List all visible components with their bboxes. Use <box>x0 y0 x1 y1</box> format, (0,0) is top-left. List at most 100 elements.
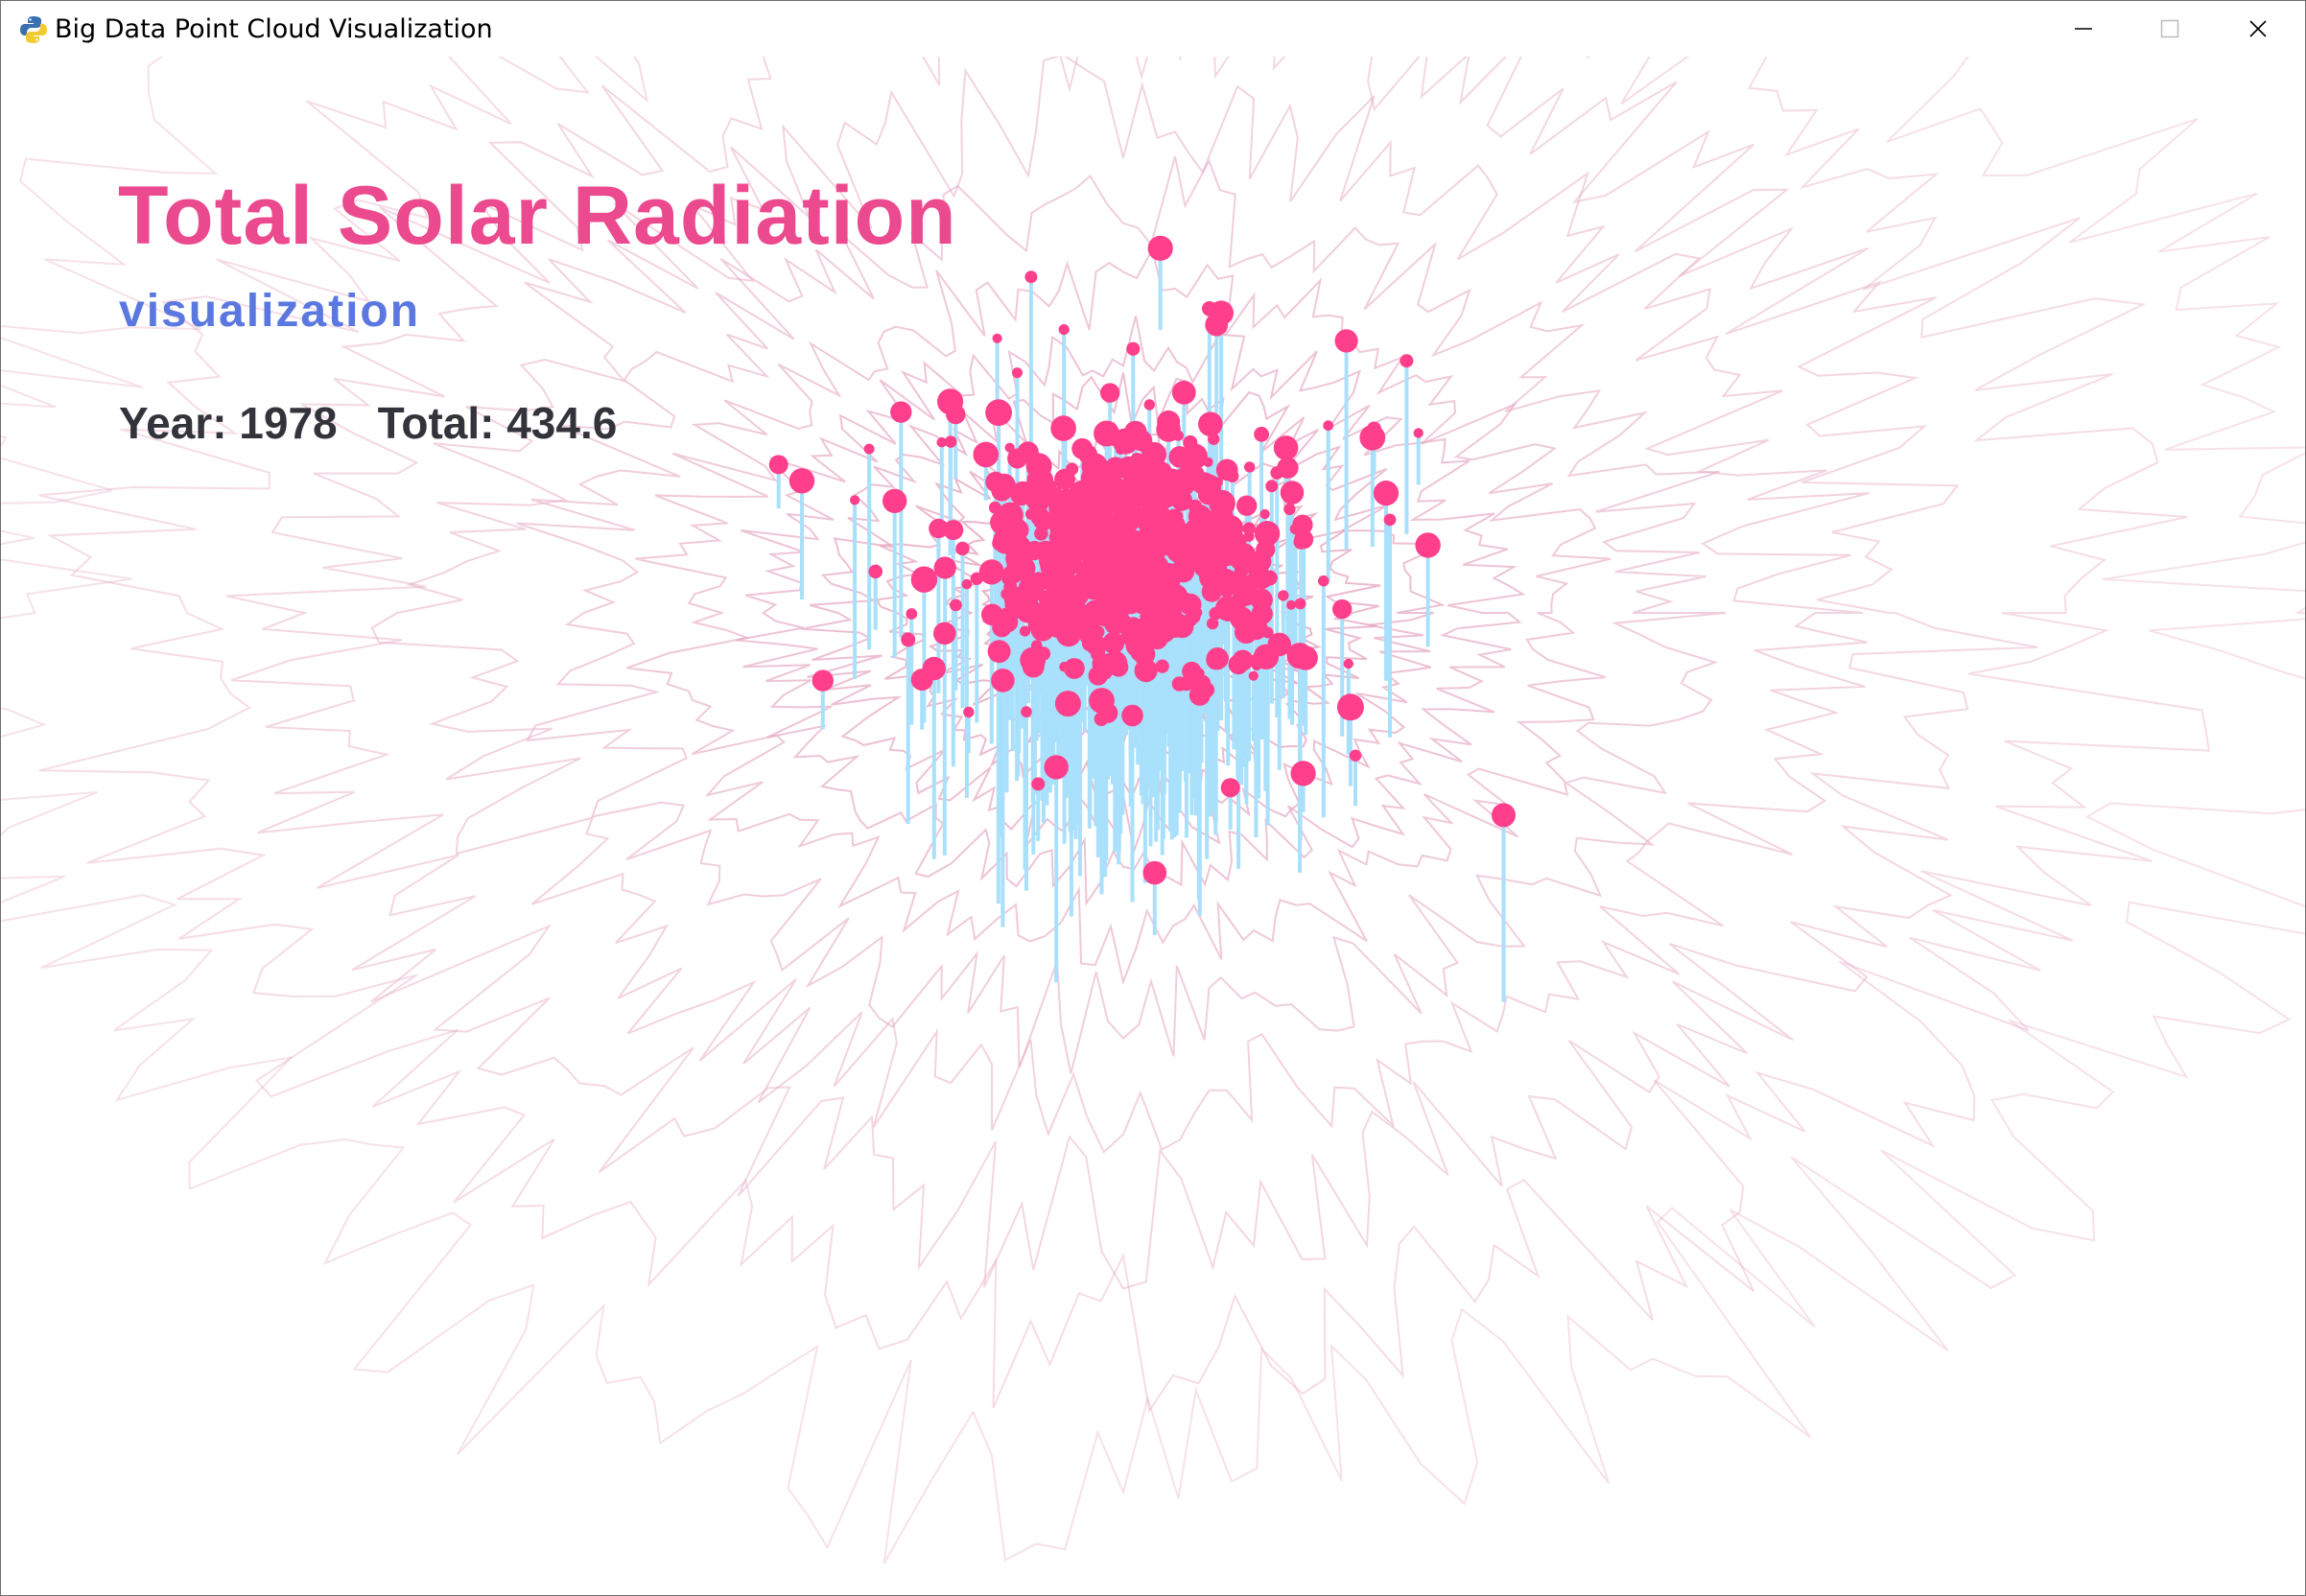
close-icon <box>2249 20 2267 37</box>
data-point <box>1492 803 1516 828</box>
data-point <box>1027 495 1040 507</box>
data-point <box>1280 481 1305 505</box>
data-point <box>882 488 907 513</box>
minimize-icon <box>2075 28 2092 30</box>
data-point <box>1400 354 1414 368</box>
window-title: Big Data Point Cloud Visualization <box>55 14 493 44</box>
data-point <box>1006 519 1029 541</box>
data-point <box>1161 610 1175 625</box>
data-point <box>1205 313 1229 337</box>
data-point <box>1126 341 1141 356</box>
data-point <box>1286 643 1313 669</box>
data-point <box>937 388 964 415</box>
data-point <box>1231 573 1244 586</box>
data-point <box>1212 497 1225 509</box>
data-point <box>1242 522 1256 535</box>
data-point <box>1183 434 1198 451</box>
title-bar[interactable]: Big Data Point Cloud Visualization <box>1 1 2305 57</box>
data-point <box>1292 514 1313 535</box>
contour-ring <box>516 155 1726 1074</box>
data-point <box>1067 610 1078 622</box>
data-point <box>1216 515 1244 542</box>
data-point <box>1323 420 1334 432</box>
data-point <box>1069 480 1096 507</box>
data-point <box>1095 509 1110 523</box>
data-point <box>933 622 956 645</box>
data-point <box>1175 468 1190 482</box>
data-point <box>1226 469 1239 482</box>
data-point <box>988 501 1001 514</box>
data-point <box>936 436 948 448</box>
data-point <box>1007 448 1028 469</box>
data-point <box>929 518 949 539</box>
data-point <box>1203 457 1213 467</box>
maximize-icon <box>2160 19 2179 38</box>
data-point <box>1198 411 1223 437</box>
data-point <box>943 520 964 541</box>
minimize-button[interactable] <box>2040 1 2127 57</box>
data-point <box>1155 519 1165 529</box>
data-point <box>1192 472 1216 496</box>
data-point <box>1164 521 1180 536</box>
data-point <box>1189 665 1202 677</box>
data-point <box>1267 632 1291 657</box>
data-point <box>1092 625 1105 639</box>
data-point <box>1234 593 1249 609</box>
data-point <box>1021 706 1032 717</box>
data-point <box>1149 478 1163 492</box>
data-point <box>1254 426 1269 442</box>
data-point <box>1145 488 1170 514</box>
data-point <box>987 640 1011 664</box>
data-point <box>1250 654 1261 666</box>
data-point <box>788 468 815 494</box>
data-point <box>1278 590 1289 601</box>
data-point <box>1202 301 1217 317</box>
data-point <box>1088 553 1109 575</box>
data-point <box>1286 599 1296 610</box>
data-point <box>1244 461 1256 473</box>
data-point <box>1349 749 1362 762</box>
data-point <box>955 541 970 556</box>
maximize-button[interactable] <box>2127 1 2213 57</box>
data-point <box>1334 329 1358 353</box>
data-point <box>1097 702 1118 723</box>
data-point <box>1040 596 1063 618</box>
contour-ring <box>1 57 2305 1564</box>
data-point <box>1041 576 1052 589</box>
data-point <box>985 399 1012 427</box>
data-point <box>997 481 1008 492</box>
data-point <box>1171 380 1196 405</box>
visualization-canvas[interactable]: Total Solar Radiation visualization Year… <box>1 57 2305 1595</box>
data-point <box>991 669 1015 692</box>
data-point <box>978 559 1004 585</box>
data-point <box>1248 670 1259 681</box>
data-point <box>901 632 916 647</box>
data-point <box>1094 646 1106 658</box>
data-point <box>1261 570 1278 586</box>
data-point <box>1165 597 1179 611</box>
data-point <box>1116 493 1127 505</box>
data-point <box>1359 424 1386 451</box>
contour-ring <box>735 316 1526 907</box>
data-point <box>1252 571 1265 584</box>
stats-line: Year: 1978 Total: 434.6 <box>119 397 617 449</box>
data-point <box>1171 608 1183 619</box>
data-point <box>1209 606 1222 621</box>
data-point <box>1019 625 1031 637</box>
data-point <box>1256 539 1276 559</box>
contour-ring <box>801 372 1446 856</box>
data-point <box>1173 480 1189 496</box>
data-point <box>1048 496 1073 521</box>
data-point <box>1053 564 1073 584</box>
python-icon <box>18 14 49 45</box>
data-point <box>1293 534 1308 550</box>
data-point <box>973 441 1000 468</box>
data-point <box>910 669 933 692</box>
data-point <box>1147 235 1173 261</box>
data-point <box>1373 481 1400 506</box>
data-point <box>1148 594 1163 608</box>
data-point <box>868 564 882 579</box>
data-point <box>1058 324 1070 336</box>
data-point <box>1098 570 1111 582</box>
close-button[interactable] <box>2215 1 2301 57</box>
